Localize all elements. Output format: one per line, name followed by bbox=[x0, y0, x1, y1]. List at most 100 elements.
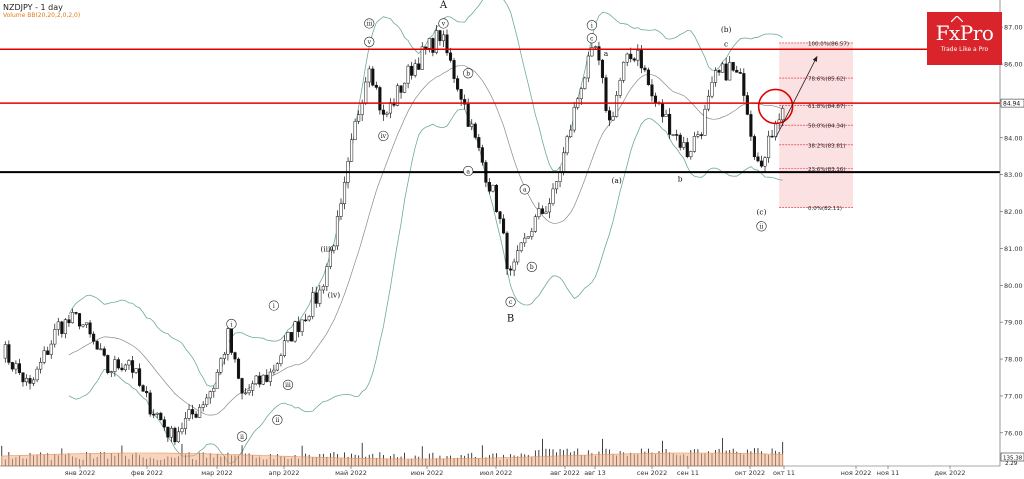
wave-label: b bbox=[530, 264, 534, 271]
wave-label: iv bbox=[381, 133, 387, 140]
candle-body bbox=[279, 355, 283, 364]
candle-body bbox=[445, 34, 449, 54]
candle-body bbox=[289, 332, 294, 342]
candle-body bbox=[710, 82, 714, 97]
candle-body bbox=[533, 216, 537, 232]
candle-body bbox=[169, 427, 173, 438]
candle-body bbox=[328, 249, 332, 267]
wave-label: iii bbox=[285, 382, 291, 389]
candle-body bbox=[282, 340, 287, 356]
candle-body bbox=[236, 358, 241, 379]
brand-logo: FxPro Trade Like a Pro bbox=[927, 12, 1002, 65]
candle-body bbox=[286, 332, 290, 342]
candle-body bbox=[99, 348, 103, 351]
candle-body bbox=[480, 147, 484, 163]
candle-body bbox=[682, 142, 686, 148]
fib-level-label: 50.0%(84.34) bbox=[808, 124, 846, 130]
candle-body bbox=[70, 312, 74, 324]
candle-body bbox=[456, 78, 460, 90]
candle-body bbox=[593, 46, 597, 48]
candle-body bbox=[420, 46, 424, 70]
candle-body bbox=[759, 160, 764, 167]
candle-body bbox=[540, 208, 544, 214]
candle-body bbox=[148, 392, 152, 415]
wave-label: a bbox=[523, 187, 527, 194]
wave-label: b bbox=[678, 174, 683, 183]
candle-body bbox=[138, 368, 142, 386]
candle-body bbox=[53, 329, 57, 345]
candle-body bbox=[173, 427, 177, 443]
fibonacci-retracement: 100.0%(86.57) 78.6%(85.62) 61.8%(84.87) 50.… bbox=[779, 41, 853, 212]
candle-body bbox=[60, 321, 64, 334]
candle-body bbox=[21, 372, 25, 383]
candle-body bbox=[159, 412, 163, 420]
candle-body bbox=[46, 350, 50, 355]
candle-body bbox=[198, 407, 202, 418]
price-tick-label: 86.00 bbox=[1004, 61, 1023, 69]
candle-body bbox=[187, 409, 191, 419]
candle-body bbox=[321, 286, 325, 291]
price-tick-label: 87.00 bbox=[1004, 24, 1023, 32]
candle-body bbox=[275, 363, 279, 371]
candle-body bbox=[244, 392, 248, 395]
candle-body bbox=[176, 431, 180, 443]
candle-body bbox=[689, 151, 693, 158]
candle-body bbox=[756, 156, 760, 162]
candle-body bbox=[721, 63, 725, 73]
candle-body bbox=[530, 231, 534, 237]
candle-body bbox=[745, 95, 749, 115]
candle-body bbox=[607, 110, 612, 121]
candle-body bbox=[477, 137, 481, 148]
wave-label: iii bbox=[366, 21, 372, 28]
candle-body bbox=[268, 371, 272, 382]
current-price-box bbox=[1000, 98, 1024, 108]
candle-body bbox=[67, 319, 71, 324]
candle-body bbox=[678, 134, 682, 148]
candle-body bbox=[583, 77, 587, 89]
candle-body bbox=[35, 368, 39, 381]
candle-body bbox=[258, 375, 262, 385]
candle-body bbox=[399, 85, 403, 93]
candle-body bbox=[622, 61, 626, 81]
price-tick-label: 80.00 bbox=[1004, 282, 1023, 290]
candle-body bbox=[109, 371, 113, 373]
candle-body bbox=[664, 113, 668, 117]
candle-body bbox=[3, 344, 7, 359]
time-tick-label: дек 2022 bbox=[934, 469, 965, 477]
candle-body bbox=[42, 350, 46, 363]
candle-body bbox=[417, 63, 421, 70]
candle-body bbox=[201, 404, 205, 408]
candle-body bbox=[183, 418, 188, 429]
candle-body bbox=[590, 47, 594, 57]
candle-body bbox=[272, 369, 276, 373]
candle-body bbox=[95, 341, 99, 350]
candle-body bbox=[629, 53, 633, 60]
wave-label-ring bbox=[505, 296, 516, 307]
wave-label: (iv) bbox=[328, 291, 341, 300]
candle-body bbox=[558, 171, 562, 183]
candle-body bbox=[653, 95, 658, 103]
wave-label-ring bbox=[756, 221, 767, 232]
candle-body bbox=[141, 385, 145, 392]
candle-body bbox=[696, 134, 700, 137]
candle-body bbox=[300, 319, 304, 332]
candle-body bbox=[639, 50, 643, 69]
candle-body bbox=[441, 34, 446, 42]
candle-body bbox=[742, 73, 746, 96]
candle-body bbox=[180, 428, 184, 433]
candle-body bbox=[39, 362, 43, 370]
candle-body bbox=[774, 122, 778, 137]
candle-body bbox=[523, 237, 527, 244]
volume-label: 135.38 bbox=[1003, 456, 1023, 462]
candle-body bbox=[735, 70, 739, 73]
wave-label: (c) bbox=[756, 208, 766, 217]
candle-body bbox=[92, 333, 96, 342]
candle-body bbox=[625, 53, 629, 63]
price-tick-label: 82.00 bbox=[1004, 208, 1023, 216]
candle-body bbox=[155, 412, 159, 415]
horizontal-levels bbox=[0, 48, 1000, 174]
time-tick-label: апр 2022 bbox=[269, 469, 300, 477]
candle-body bbox=[123, 364, 127, 371]
wave-label-ring bbox=[378, 130, 389, 142]
